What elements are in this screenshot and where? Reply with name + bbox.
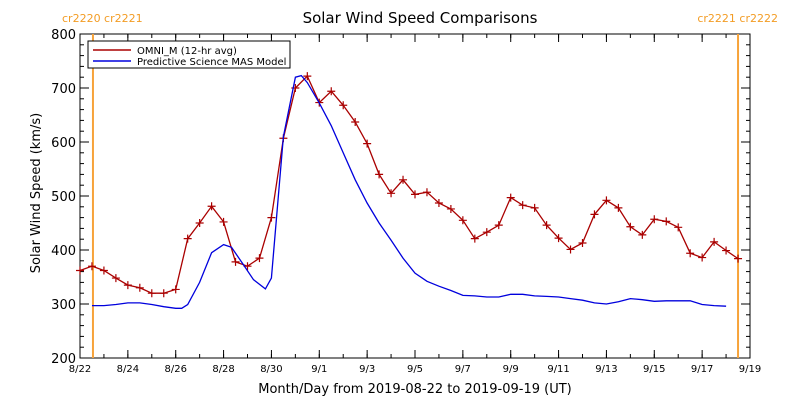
data-point-marker bbox=[434, 199, 443, 208]
x-tick-label: 8/26 bbox=[164, 364, 186, 375]
data-point-marker bbox=[351, 118, 360, 127]
x-tick-label: 8/28 bbox=[212, 364, 234, 375]
x-tick-label: 9/11 bbox=[547, 364, 569, 375]
data-point-marker bbox=[602, 196, 611, 205]
y-tick-label: 600 bbox=[51, 136, 76, 151]
data-point-marker bbox=[183, 234, 192, 243]
x-tick-label: 9/3 bbox=[359, 364, 375, 375]
data-point-marker bbox=[542, 221, 551, 230]
x-tick-label: 9/15 bbox=[643, 364, 665, 375]
data-point-marker bbox=[686, 249, 695, 258]
data-point-marker bbox=[518, 201, 527, 210]
x-tick-label: 9/13 bbox=[595, 364, 617, 375]
legend-label: OMNI_M (12-hr avg) bbox=[137, 46, 237, 57]
legend: OMNI_M (12-hr avg)Predictive Science MAS… bbox=[87, 40, 291, 69]
series-line bbox=[79, 74, 739, 294]
y-tick-label: 200 bbox=[51, 352, 76, 367]
data-point-marker bbox=[566, 245, 575, 254]
data-point-marker bbox=[111, 274, 120, 283]
data-point-marker bbox=[399, 175, 408, 184]
data-point-marker bbox=[506, 193, 515, 202]
chart-title: Solar Wind Speed Comparisons bbox=[303, 9, 538, 27]
data-point-marker bbox=[147, 289, 156, 298]
legend-box bbox=[87, 40, 291, 69]
data-point-marker bbox=[327, 87, 336, 96]
data-point-marker bbox=[530, 203, 539, 212]
data-point-marker bbox=[662, 217, 671, 226]
x-tick-label: 8/22 bbox=[69, 364, 91, 375]
data-point-marker bbox=[387, 189, 396, 198]
data-point-marker bbox=[123, 281, 132, 290]
data-point-marker bbox=[76, 266, 84, 275]
series-omni bbox=[76, 72, 743, 298]
y-axis-label: Solar Wind Speed (km/s) bbox=[29, 113, 44, 273]
data-point-marker bbox=[590, 210, 599, 219]
y-tick-label: 300 bbox=[51, 298, 76, 313]
x-tick-label: 9/9 bbox=[503, 364, 519, 375]
data-point-marker bbox=[674, 223, 683, 232]
data-point-marker bbox=[482, 228, 491, 237]
rotation-markers-layer bbox=[91, 34, 740, 358]
data-point-marker bbox=[195, 219, 204, 227]
data-point-marker bbox=[554, 234, 563, 243]
x-tick-label: 8/30 bbox=[260, 364, 282, 375]
data-point-marker bbox=[446, 204, 455, 213]
data-point-marker bbox=[578, 238, 587, 247]
y-tick-label: 500 bbox=[51, 190, 76, 205]
x-tick-label: 8/24 bbox=[117, 364, 139, 375]
data-point-marker bbox=[267, 213, 276, 222]
data-point-marker bbox=[87, 262, 96, 271]
data-point-marker bbox=[375, 170, 384, 179]
y-tick-label: 400 bbox=[51, 244, 76, 259]
series-line bbox=[92, 74, 727, 309]
data-point-marker bbox=[171, 285, 180, 294]
data-point-marker bbox=[219, 217, 228, 226]
data-point-marker bbox=[734, 254, 743, 263]
data-point-marker bbox=[638, 230, 647, 239]
data-point-marker bbox=[626, 222, 635, 231]
data-point-marker bbox=[99, 266, 108, 275]
rotation-marker-label: cr2220 cr2221 bbox=[62, 12, 143, 25]
series-layer bbox=[76, 72, 743, 309]
data-point-marker bbox=[159, 289, 168, 298]
data-point-marker bbox=[231, 257, 240, 266]
data-point-marker bbox=[411, 190, 419, 199]
data-point-marker bbox=[339, 101, 348, 110]
x-tick-label: 9/17 bbox=[691, 364, 713, 375]
x-tick-label: 9/1 bbox=[311, 364, 327, 375]
data-point-marker bbox=[722, 246, 731, 255]
y-tick-label: 800 bbox=[51, 28, 76, 43]
data-point-marker bbox=[470, 234, 479, 243]
x-tick-label: 9/19 bbox=[739, 364, 761, 375]
data-point-marker bbox=[650, 215, 659, 224]
series-mas-model bbox=[92, 74, 727, 309]
data-point-marker bbox=[255, 254, 264, 263]
data-point-marker bbox=[494, 221, 503, 230]
data-point-marker bbox=[698, 253, 707, 262]
data-point-marker bbox=[207, 202, 216, 211]
data-point-marker bbox=[303, 72, 312, 81]
data-point-marker bbox=[710, 237, 719, 246]
data-point-marker bbox=[422, 188, 431, 197]
legend-label: Predictive Science MAS Model bbox=[137, 57, 286, 68]
axes-layer: 8/22 8/24 8/26 8/28 8/30 9/1 9/3 9/5 9/7 9/9 9/11 9… bbox=[51, 28, 761, 375]
data-point-marker bbox=[363, 139, 372, 148]
x-tick-label: 9/7 bbox=[455, 364, 471, 375]
x-tick-label: 9/5 bbox=[407, 364, 423, 375]
data-point-marker bbox=[458, 216, 467, 225]
rotation-labels-layer: cr2220 cr2221 cr2221 cr2222 bbox=[62, 12, 778, 25]
data-point-marker bbox=[135, 283, 144, 292]
data-point-marker bbox=[614, 203, 623, 212]
rotation-marker-label: cr2221 cr2222 bbox=[697, 12, 778, 25]
y-tick-label: 700 bbox=[51, 82, 76, 97]
x-axis-label: Month/Day from 2019-08-22 to 2019-09-19 … bbox=[258, 382, 571, 397]
